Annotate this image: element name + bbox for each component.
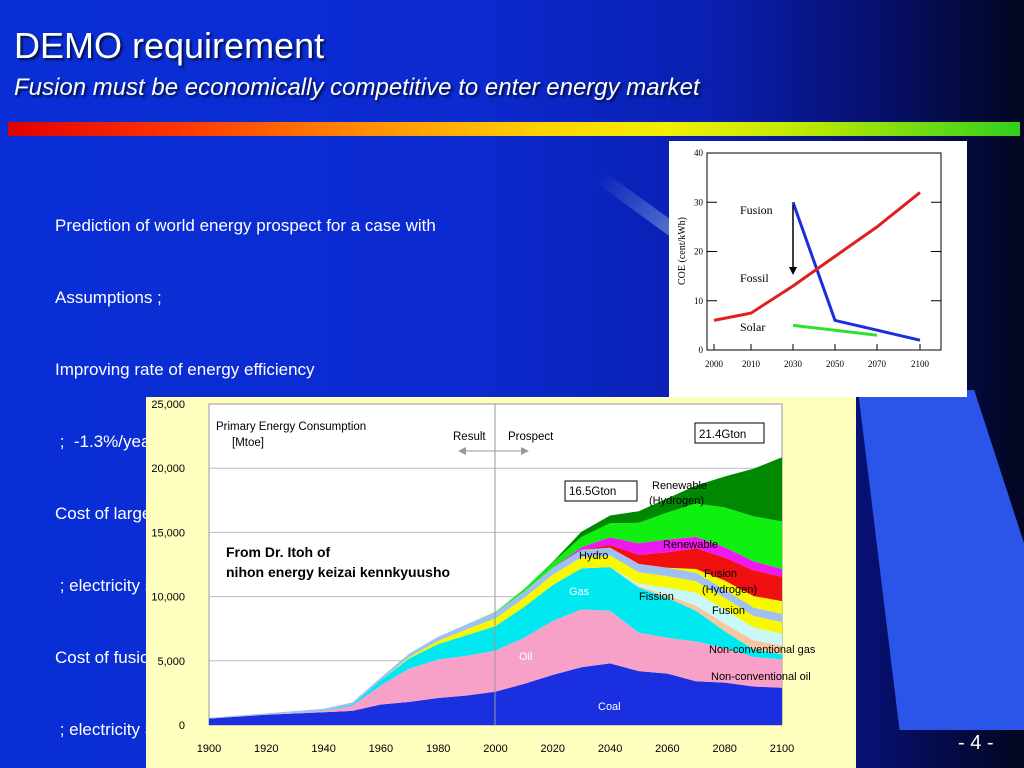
area-label-renewable: Renewable: [663, 539, 718, 551]
coe-label-fossil: Fossil: [740, 271, 769, 285]
area-label-renewable-h2-line1: Renewable: [652, 480, 707, 492]
x-tick-label: 1980: [426, 743, 450, 755]
arrow-head-left: [458, 447, 466, 455]
coe-line-solar: [792, 323, 878, 337]
coe-x-tick-label: 2070: [868, 359, 887, 369]
area-label-non-conventional-oil: Non-conventional oil: [711, 671, 811, 683]
area-label-fusion-h2-line1: Fusion: [704, 568, 737, 580]
coe-x-tick-label: 2010: [742, 359, 761, 369]
coe-x-tick-label: 2030: [784, 359, 803, 369]
energy-chart: 0 5,000 10,000 15,000 20,000 25,000 1900 1920 1…: [151, 399, 816, 755]
area-label-coal: Coal: [598, 701, 621, 713]
coe-y-tick-label: 20: [694, 247, 704, 257]
coe-y-tick-label: 40: [694, 148, 704, 158]
arrow-head-right: [521, 447, 529, 455]
area-label-hydro: Hydro: [579, 550, 608, 562]
y-tick-label: 15,000: [151, 527, 185, 539]
area-label-non-conventional-gas: Non-conventional gas: [709, 644, 816, 656]
area-renewable-magenta: [209, 536, 782, 718]
text-line: Prediction of world energy prospect for …: [55, 216, 436, 235]
x-tick-label: 1960: [369, 743, 393, 755]
text-line: Assumptions ;: [55, 288, 162, 307]
x-tick-label: 2020: [541, 743, 565, 755]
coe-line-fossil: [713, 191, 921, 322]
area-label-oil: Oil: [519, 651, 532, 663]
x-tick-label: 2100: [770, 743, 794, 755]
coe-x-tick-label: 2050: [826, 359, 845, 369]
x-tick-label: 2080: [712, 743, 736, 755]
x-tick-label: 2040: [598, 743, 622, 755]
coe-y-tick-label: 30: [694, 197, 704, 207]
arrow-head: [789, 267, 797, 275]
coe-y-tick-label: 10: [694, 296, 704, 306]
coe-x-tick-label: 2100: [911, 359, 930, 369]
coe-x-tick-label: 2000: [705, 359, 724, 369]
coe-label-fusion: Fusion: [740, 203, 773, 217]
source-note-line2: nihon energy keizai kennkyuusho: [226, 564, 450, 580]
prospect-label: Prospect: [508, 431, 554, 443]
chart-title: Primary Energy Consumption: [216, 421, 366, 433]
decorative-blue-band: [858, 390, 1024, 730]
chart-unit: [Mtoe]: [232, 437, 264, 449]
area-label-fission: Fission: [639, 591, 674, 603]
result-label: Result: [453, 431, 486, 443]
rainbow-divider: [8, 122, 1020, 136]
area-label-fusion-h2-line2: (Hydrogen): [702, 584, 757, 596]
x-tick-label: 1900: [197, 743, 221, 755]
area-renewable-hydrogen: [209, 457, 782, 718]
source-note-line1: From Dr. Itoh of: [226, 544, 331, 560]
y-tick-label: 5,000: [157, 656, 185, 668]
coe-y-axis-label: COE (cent/kWh): [677, 217, 688, 285]
area-label-fusion: Fusion: [712, 605, 745, 617]
area-renewable: [209, 503, 782, 718]
area-fusion-hydrogen: [209, 545, 782, 718]
y-tick-label: 0: [179, 720, 185, 732]
y-tick-label: 20,000: [151, 463, 185, 475]
total-2100-label: 21.4Gton: [699, 429, 746, 441]
total-2100-box: [694, 422, 765, 444]
y-tick-label: 25,000: [151, 399, 185, 411]
coe-label-solar: Solar: [740, 320, 765, 334]
text-line: Improving rate of energy efficiency: [55, 360, 315, 379]
area-label-gas: Gas: [569, 586, 590, 598]
page-number: - 4 -: [958, 732, 994, 754]
x-tick-label: 1940: [311, 743, 335, 755]
coe-line-fusion: [791, 201, 921, 342]
slide-subtitle: Fusion must be economically competitive …: [14, 74, 700, 101]
coe-chart-panel: 0 10 20 30 40 2000 2010 2030 2050 2070 2100 COE (…: [669, 141, 967, 397]
x-tick-label: 1920: [254, 743, 278, 755]
x-tick-label: 2000: [483, 743, 507, 755]
coe-y-tick-label: 0: [699, 345, 704, 355]
slide-title: DEMO requirement: [14, 25, 325, 66]
energy-chart-panel: 0 5,000 10,000 15,000 20,000 25,000 1900 1920 1…: [146, 397, 856, 768]
x-tick-label: 2060: [655, 743, 679, 755]
total-2030-box: [564, 480, 638, 502]
area-label-renewable-h2-line2: (Hydrogen): [649, 495, 704, 507]
total-2030-label: 16.5Gton: [569, 486, 616, 498]
y-tick-label: 10,000: [151, 592, 185, 604]
